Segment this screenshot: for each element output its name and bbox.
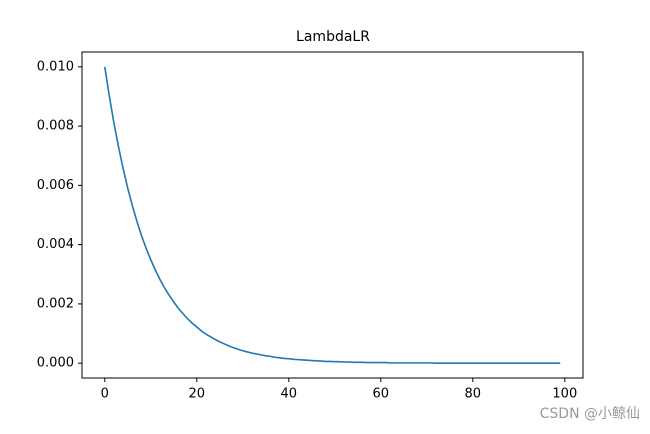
x-tick-label: 80 — [465, 387, 482, 402]
y-tick-label: 0.008 — [37, 119, 74, 134]
x-tick-label: 40 — [281, 387, 298, 402]
x-tick-label: 20 — [189, 387, 206, 402]
plot-frame — [81, 51, 584, 379]
x-tick-label: 0 — [101, 387, 109, 402]
y-tick-label: 0.004 — [37, 237, 74, 252]
watermark: CSDN @小鲸仙 — [540, 406, 640, 422]
line-series — [103, 66, 561, 364]
chart-title: LambdaLR — [296, 29, 370, 45]
y-tick-label: 0.002 — [37, 296, 74, 311]
x-tick-label: 60 — [373, 387, 390, 402]
y-tick-label: 0.010 — [37, 59, 74, 74]
x-tick-label: 100 — [552, 387, 577, 402]
y-tick-label: 0.000 — [37, 356, 74, 371]
y-tick-label: 0.006 — [37, 178, 74, 193]
